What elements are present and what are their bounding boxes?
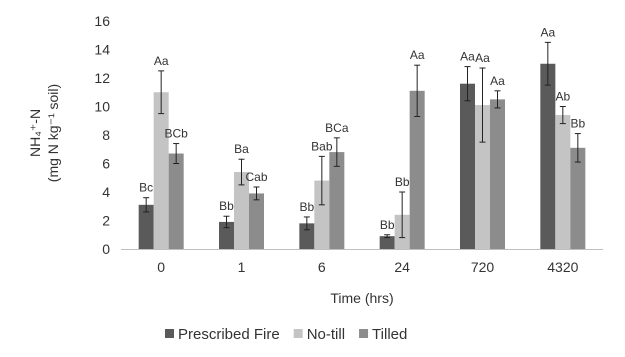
bar	[329, 152, 345, 249]
bar	[555, 115, 571, 249]
bars	[138, 63, 586, 249]
data-label: Bb	[299, 200, 314, 214]
x-tick-label: 6	[318, 259, 326, 275]
legend: Prescribed Fire No-till Tilled	[165, 326, 407, 343]
data-label: BCb	[164, 127, 188, 141]
x-tick-label: 1	[238, 259, 246, 275]
y-tick-label: 4	[102, 184, 110, 200]
bar	[490, 99, 505, 249]
data-label: Aa	[460, 50, 475, 64]
x-tick-label: 24	[394, 259, 410, 275]
data-label: Bab	[311, 139, 333, 153]
x-axis: 0 1 6 24 720 4320	[121, 249, 603, 275]
legend-swatch	[293, 329, 303, 338]
y-axis: 0 2 4 6 8 10 12 14 16	[94, 13, 110, 257]
bar	[475, 105, 490, 249]
y-tick-label: 14	[94, 42, 110, 58]
bar	[299, 223, 315, 249]
bar	[153, 92, 169, 249]
y-tick-label: 12	[94, 70, 110, 86]
x-tick-label: 4320	[547, 259, 578, 275]
legend-label: Tilled	[372, 326, 407, 343]
data-label: Aa	[540, 25, 555, 39]
x-tick-label: 0	[157, 259, 165, 275]
data-label: Ab	[555, 90, 570, 104]
bar	[570, 147, 586, 249]
error-bars	[143, 41, 581, 239]
bar	[460, 83, 475, 249]
y-tick-label: 6	[102, 156, 110, 172]
bar	[314, 180, 330, 249]
x-tick-label: 720	[471, 259, 495, 275]
bar	[138, 204, 154, 249]
y-tick-label: 8	[102, 127, 110, 143]
bar	[249, 193, 264, 249]
legend-label: Prescribed Fire	[178, 326, 280, 343]
y-axis-title-line2: (mg N kg⁻¹ soil)	[45, 84, 61, 182]
x-axis-title: Time (hrs)	[330, 290, 393, 306]
legend-label: No-till	[307, 326, 345, 343]
data-label: Aa	[475, 51, 490, 65]
data-label: Bc	[139, 181, 153, 195]
bar	[409, 90, 425, 249]
y-tick-label: 10	[94, 99, 110, 115]
data-label: Bb	[395, 175, 410, 189]
data-label: Aa	[410, 48, 425, 62]
y-tick-label: 16	[94, 13, 110, 29]
data-label: Bb	[219, 199, 234, 213]
y-tick-label: 0	[102, 241, 110, 257]
bar	[168, 153, 184, 249]
data-label: Bb	[570, 117, 585, 131]
y-axis-title-line1: NH₄⁺-N	[27, 109, 43, 157]
bar	[379, 236, 395, 249]
data-label: Aa	[154, 54, 169, 68]
bar	[219, 221, 234, 249]
y-tick-label: 2	[102, 213, 110, 229]
legend-swatch	[165, 329, 174, 338]
data-label: BCa	[325, 121, 349, 135]
data-label: Ba	[234, 142, 249, 156]
bar	[540, 63, 556, 249]
legend-swatch	[359, 329, 369, 338]
bar	[234, 172, 249, 249]
data-label: Cab	[245, 170, 267, 184]
data-label: Bb	[380, 218, 395, 232]
data-label: Aa	[490, 74, 505, 88]
